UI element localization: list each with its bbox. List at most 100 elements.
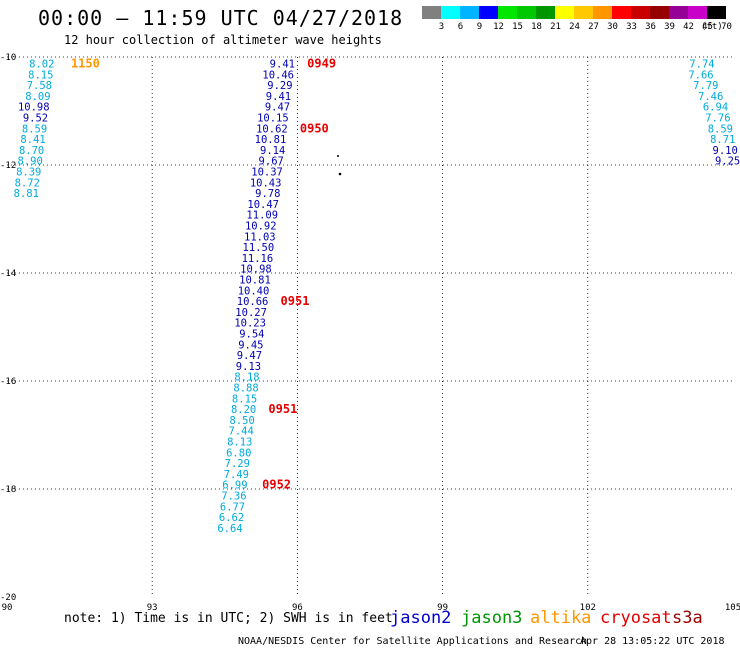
wave-height-label: 9.13 [236, 361, 261, 373]
color-swatch [593, 6, 612, 19]
wave-height-label: 6.64 [217, 523, 242, 535]
wave-height-label: 9.41 [270, 58, 295, 70]
y-tick-label: -20 [0, 593, 16, 603]
wave-height-label: 10.62 [256, 123, 288, 135]
wave-height-label: 10.15 [257, 112, 289, 124]
color-swatch [536, 6, 555, 19]
wave-height-label: 8.39 [16, 166, 41, 178]
color-swatch [631, 6, 650, 19]
wave-height-label: 10.23 [234, 318, 266, 330]
x-tick-label: 99 [437, 603, 448, 613]
y-tick-label: -16 [0, 377, 16, 387]
time-label: 0949 [307, 56, 336, 70]
wave-height-label: 6.99 [222, 480, 247, 492]
wave-height-label: 7.49 [224, 469, 249, 481]
wave-height-label: 8.02 [29, 58, 54, 70]
x-tick-label: 105 [725, 603, 740, 613]
color-swatch [688, 6, 707, 19]
color-swatch [479, 6, 498, 19]
color-swatch [650, 6, 669, 19]
color-swatch [460, 6, 479, 19]
satellite-legend-s3a: s3a [672, 608, 703, 628]
color-swatch [498, 6, 517, 19]
color-swatch-label: 30 [607, 22, 618, 32]
wave-height-label: 10.92 [245, 220, 277, 232]
wave-height-label: 9.10 [713, 145, 738, 157]
wave-height-label: 9.29 [267, 80, 292, 92]
wave-height-label: 8.50 [230, 415, 255, 427]
x-tick-label: 96 [292, 603, 303, 613]
wave-height-label: 8.88 [233, 382, 258, 394]
wave-height-label: 9.45 [238, 339, 263, 351]
color-swatch-label: 27 [588, 22, 599, 32]
wave-height-label: 8.90 [18, 156, 43, 168]
wave-height-label: 8.71 [710, 134, 735, 146]
color-swatch-label: 39 [664, 22, 675, 32]
satellite-legend-jason2: jason2 [390, 608, 452, 628]
color-swatch-label: 42 [683, 22, 694, 32]
color-swatch [574, 6, 593, 19]
wave-height-label: 8.15 [28, 69, 53, 81]
wave-height-label: 9.54 [239, 328, 264, 340]
wave-height-label: 10.37 [251, 166, 283, 178]
time-label: 0951 [268, 402, 297, 416]
wave-height-label: 7.58 [27, 80, 52, 92]
color-swatch-label: 24 [569, 22, 580, 32]
wave-height-label: 10.47 [247, 199, 279, 211]
color-swatch-label: 12 [493, 22, 504, 32]
color-swatch-label: 45 [702, 22, 713, 32]
wave-height-label: 10.27 [235, 307, 267, 319]
wave-height-label: 8.13 [227, 436, 252, 448]
x-tick-label: 93 [147, 603, 158, 613]
wave-height-label: 7.44 [229, 426, 254, 438]
wave-height-label: 10.66 [237, 296, 269, 308]
wave-height-label: 10.98 [240, 264, 272, 276]
color-swatch-label: 9 [476, 22, 483, 32]
wave-height-label: 10.43 [250, 177, 282, 189]
y-tick-label: -10 [0, 53, 16, 63]
wave-height-label: 9.47 [237, 350, 262, 362]
y-tick-label: -14 [0, 269, 16, 279]
wave-height-label: 6.94 [703, 102, 728, 114]
wave-height-label: 8.09 [25, 91, 50, 103]
satellite-legend-jason3: jason3 [461, 608, 523, 628]
footer-credit: NOAA/NESDIS Center for Satellite Applica… [238, 636, 588, 647]
wave-height-label: 11.50 [243, 242, 275, 254]
wave-height-label: 9.41 [266, 91, 291, 103]
color-swatch-label: 33 [626, 22, 637, 32]
page-title: 00:00 – 11:59 UTC 04/27/2018 [38, 6, 404, 30]
wave-height-label: 8.70 [19, 145, 44, 157]
wave-height-label: 9.25 [715, 156, 740, 168]
wave-height-label: 6.80 [226, 447, 251, 459]
wave-height-label: 8.18 [234, 372, 259, 384]
wave-height-label: 11.03 [244, 231, 276, 243]
color-swatch-label: 36 [645, 22, 656, 32]
color-swatch-label: 70 [721, 22, 732, 32]
wave-height-label: 7.74 [689, 58, 714, 70]
time-label: 0951 [281, 294, 310, 308]
wave-height-label: 10.81 [255, 134, 287, 146]
stray-dot [338, 172, 342, 176]
wave-height-label: 6.77 [220, 501, 245, 513]
color-swatch [517, 6, 536, 19]
time-label: 0950 [300, 121, 329, 135]
x-tick-label: 90 [2, 603, 13, 613]
grid-lines [7, 56, 733, 597]
wave-height-label: 9.14 [260, 145, 285, 157]
wave-height-label: 8.59 [22, 123, 47, 135]
data-labels: 8.028.157.588.0910.989.528.598.418.708.9… [14, 56, 740, 534]
stray-dot [337, 155, 339, 157]
wave-height-label: 10.98 [18, 102, 50, 114]
wave-height-label: 9.47 [265, 102, 290, 114]
wave-height-label: 7.29 [225, 458, 250, 470]
footer-timestamp: Apr 28 13:05:22 UTC 2018 [580, 636, 725, 647]
wave-height-label: 11.09 [246, 210, 278, 222]
wave-height-label: 11.16 [242, 253, 274, 265]
wave-height-label: 8.59 [708, 123, 733, 135]
color-swatch-label: 15 [512, 22, 523, 32]
wave-height-label: 7.46 [698, 91, 723, 103]
wave-height-label: 10.81 [239, 274, 271, 286]
color-swatch [555, 6, 574, 19]
wave-height-label: 6.62 [219, 512, 244, 524]
